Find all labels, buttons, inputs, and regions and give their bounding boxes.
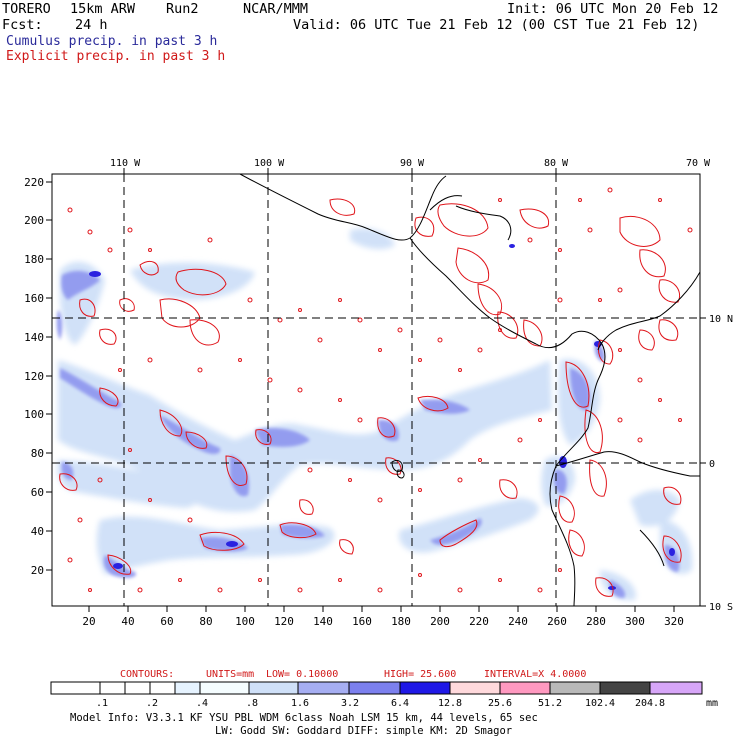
x-tick-label: 100	[235, 615, 255, 628]
lon-label: 110 W	[110, 158, 141, 169]
x-tick-label: 220	[469, 615, 489, 628]
x-tick-label: 40	[121, 615, 134, 628]
x-tick-label: 80	[199, 615, 212, 628]
contours-interval: INTERVAL=X 4.0000	[484, 669, 586, 680]
valid-time: Valid: 06 UTC Tue 21 Feb 12 (00 CST Tue …	[293, 17, 700, 33]
colorbar-label: 25.6	[488, 698, 512, 709]
right-lat-labels: 10 N 0 10 S	[709, 314, 733, 613]
map-frame	[51, 173, 701, 607]
y-tick-label: 40	[31, 525, 44, 538]
y-tick-label: 200	[24, 214, 44, 227]
explicit-legend: Explicit precip. in past 3 h	[6, 49, 226, 64]
x-tick-label: 160	[352, 615, 372, 628]
contours-units: UNITS=mm	[206, 669, 254, 680]
x-tick-label: 140	[313, 615, 333, 628]
colorbar-label: .2	[146, 698, 158, 709]
cumulus-legend: Cumulus precip. in past 3 h	[6, 34, 218, 49]
colorbar-unit: mm	[706, 698, 718, 709]
model-info: Model Info: V3.3.1 KF YSU PBL WDM 6class…	[70, 712, 538, 724]
physics-info: LW: Godd SW: Goddard DIFF: simple KM: 2D…	[215, 725, 512, 737]
lat-label: 0	[709, 459, 715, 470]
lat-label: 10 N	[709, 314, 733, 325]
colorbar-label: 1.6	[291, 698, 309, 709]
x-tick-label: 60	[160, 615, 173, 628]
y-tick-label: 180	[24, 253, 44, 266]
x-tick-labels: 20 40 60 80 100 120 140 160 180 200 220 …	[82, 615, 684, 628]
axis-ticks	[46, 168, 706, 612]
contour-info: CONTOURS: UNITS=mm LOW= 0.10000 HIGH= 25…	[120, 669, 586, 680]
galapagos-islands	[391, 459, 405, 479]
contours-low: LOW= 0.10000	[266, 669, 338, 680]
y-tick-label: 20	[31, 564, 44, 577]
explicit-precip-speckles	[67, 187, 693, 593]
x-tick-label: 240	[508, 615, 528, 628]
top-lon-labels: 110 W 100 W 90 W 80 W 70 W	[110, 158, 711, 169]
lon-label: 70 W	[686, 158, 711, 169]
x-tick-label: 280	[586, 615, 606, 628]
lat-label: 10 S	[709, 602, 733, 613]
lat-lon-grid	[52, 174, 700, 606]
contours-label: CONTOURS:	[120, 669, 174, 680]
colorbar	[50, 681, 703, 695]
x-tick-label: 20	[82, 615, 95, 628]
x-tick-label: 120	[274, 615, 294, 628]
coastlines	[239, 174, 700, 606]
y-tick-label: 100	[24, 408, 44, 421]
y-tick-label: 220	[24, 176, 44, 189]
x-tick-label: 200	[430, 615, 450, 628]
model-resolution: 15km ARW	[70, 1, 136, 17]
init-time: Init: 06 UTC Mon 20 Feb 12	[507, 1, 719, 17]
lon-label: 80 W	[544, 158, 569, 169]
x-tick-label: 300	[625, 615, 645, 628]
colorbar-label: 6.4	[391, 698, 409, 709]
colorbar-label: .1	[96, 698, 108, 709]
run-label: Run2	[166, 1, 199, 17]
y-tick-labels: 220 200 180 160 140 120 100 80 60 40 20	[24, 176, 44, 577]
organization: NCAR/MMM	[243, 1, 309, 17]
y-tick-label: 60	[31, 486, 44, 499]
colorbar-labels: .1 .2 .4 .8 1.6 3.2 6.4 12.8 25.6 51.2 1…	[96, 698, 718, 709]
footer: Model Info: V3.3.1 KF YSU PBL WDM 6class…	[70, 712, 538, 737]
map-area	[52, 174, 700, 606]
forecast-hour: 24 h	[75, 17, 108, 33]
x-tick-label: 180	[391, 615, 411, 628]
lon-label: 90 W	[400, 158, 425, 169]
x-tick-label: 320	[664, 615, 684, 628]
lon-label: 100 W	[254, 158, 285, 169]
colorbar-label: 12.8	[438, 698, 462, 709]
colorbar-label: 51.2	[538, 698, 562, 709]
y-tick-label: 120	[24, 370, 44, 383]
colorbar-label: 204.8	[635, 698, 665, 709]
y-tick-label: 160	[24, 292, 44, 305]
forecast-label: Fcst:	[2, 17, 43, 33]
colorbar-label: 102.4	[585, 698, 615, 709]
model-name: TORERO	[2, 1, 51, 17]
colorbar-label: 3.2	[341, 698, 359, 709]
colorbar-label: .4	[196, 698, 208, 709]
colorbar-label: .8	[246, 698, 258, 709]
y-tick-label: 80	[31, 447, 44, 460]
y-tick-label: 140	[24, 331, 44, 344]
contours-high: HIGH= 25.600	[384, 669, 456, 680]
x-tick-label: 260	[547, 615, 567, 628]
